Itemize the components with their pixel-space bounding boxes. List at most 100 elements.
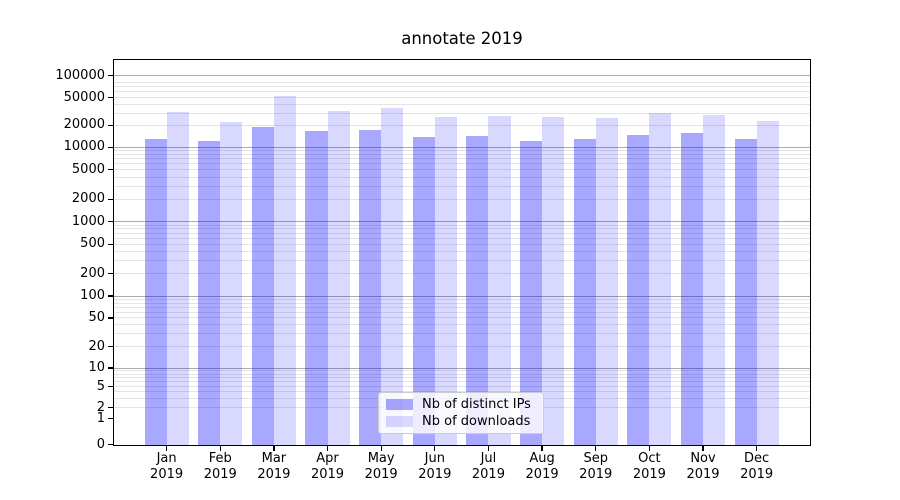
- x-tick-label: Jun 2019: [407, 451, 463, 482]
- x-tick: [702, 446, 704, 451]
- legend-label: Nb of distinct IPs: [422, 396, 531, 412]
- bar-distinct-ips: [144, 139, 167, 445]
- y-tick-label: 2: [96, 399, 105, 415]
- y-tick-label: 10000: [63, 139, 105, 155]
- y-tick: [108, 444, 113, 446]
- gridline-minor: [114, 103, 811, 105]
- gridline-minor: [114, 91, 811, 93]
- gridline-minor: [114, 306, 811, 308]
- bar-distinct-ips: [627, 134, 650, 445]
- y-tick-label: 1: [96, 410, 105, 426]
- x-tick-label-year: 2019: [740, 466, 774, 482]
- bar-distinct-ips: [734, 139, 757, 445]
- gridline-minor: [114, 169, 811, 171]
- y-tick: [108, 243, 113, 245]
- bar-downloads: [488, 116, 511, 445]
- legend-item: Nb of distinct IPs: [386, 397, 536, 412]
- y-tick: [108, 418, 113, 420]
- y-tick: [108, 124, 113, 126]
- x-tick: [380, 446, 382, 451]
- bar-distinct-ips: [573, 139, 596, 445]
- gridline-minor: [114, 232, 811, 234]
- y-tick: [108, 97, 113, 99]
- gridline-minor: [114, 324, 811, 326]
- gridline-minor: [114, 97, 811, 99]
- bar-downloads: [703, 114, 726, 445]
- gridline-minor: [114, 82, 811, 84]
- gridline-minor: [114, 317, 811, 319]
- x-tick-label-month: Feb: [208, 451, 232, 466]
- gridline-minor: [114, 163, 811, 165]
- y-tick: [108, 273, 113, 275]
- x-tick-label-year: 2019: [257, 466, 291, 482]
- y-tick: [108, 386, 113, 388]
- bar-downloads: [273, 95, 296, 445]
- x-tick-label: Jan 2019: [139, 451, 195, 482]
- legend-item: Nb of downloads: [386, 414, 536, 429]
- bar-downloads: [327, 110, 350, 445]
- legend-swatch-distinct-ips-icon: [386, 398, 413, 410]
- legend: Nb of distinct IPs Nb of downloads: [378, 391, 544, 434]
- y-tick: [108, 367, 113, 369]
- bar-downloads: [542, 116, 565, 445]
- x-tick-label-month: Mar: [261, 451, 287, 466]
- y-tick: [108, 146, 113, 148]
- y-tick-label: 100: [80, 288, 105, 303]
- bar-distinct-ips: [251, 126, 274, 445]
- y-tick: [108, 407, 113, 409]
- x-tick: [434, 446, 436, 451]
- y-tick-label: 5000: [71, 161, 105, 177]
- x-tick-label-month: Jan: [156, 451, 177, 466]
- x-tick: [541, 446, 543, 451]
- x-tick-label-year: 2019: [364, 466, 398, 482]
- gridline-minor: [114, 377, 811, 379]
- gridline-minor: [114, 333, 811, 335]
- x-tick-label: Nov 2019: [675, 451, 731, 482]
- y-tick-label: 20000: [63, 117, 105, 133]
- x-tick-label: Apr 2019: [300, 451, 356, 482]
- y-tick-label: 50000: [63, 89, 105, 105]
- bar-distinct-ips: [359, 130, 382, 445]
- y-tick: [108, 198, 113, 201]
- y-tick-label: 500: [80, 236, 105, 252]
- gridline-minor: [114, 150, 811, 152]
- y-tick: [108, 317, 113, 319]
- y-tick: [108, 169, 113, 171]
- gridline-minor: [114, 176, 811, 178]
- bar-downloads: [595, 118, 618, 445]
- gridline-minor: [114, 381, 811, 383]
- x-tick-label: Oct 2019: [621, 451, 677, 482]
- x-tick-label: Jul 2019: [460, 451, 516, 482]
- y-tick-label: 1000: [71, 213, 105, 229]
- bar-downloads: [166, 112, 189, 445]
- gridline-minor: [114, 154, 811, 156]
- gridline-minor: [114, 373, 811, 375]
- y-tick-label: 0: [96, 436, 105, 452]
- y-tick: [108, 221, 113, 223]
- gridline-minor: [114, 124, 811, 126]
- y-tick: [108, 74, 113, 77]
- bar-downloads: [756, 121, 779, 445]
- x-tick-label: Sep 2019: [568, 451, 624, 482]
- x-tick: [219, 446, 221, 451]
- x-tick-label-month: Jun: [424, 451, 445, 466]
- x-tick-label-month: Apr: [316, 451, 339, 466]
- x-tick-label-year: 2019: [310, 466, 345, 482]
- gridline-minor: [114, 386, 811, 388]
- gridline-minor: [114, 260, 811, 262]
- x-tick: [487, 446, 490, 451]
- x-tick: [756, 446, 758, 451]
- y-tick: [108, 345, 113, 348]
- gridline-minor: [114, 298, 811, 300]
- x-tick-label-year: 2019: [579, 466, 613, 482]
- gridline-major: [114, 75, 811, 76]
- x-tick-label: Mar 2019: [246, 451, 302, 482]
- legend-swatch-downloads-icon: [386, 415, 413, 427]
- x-tick-label-month: Oct: [638, 451, 661, 466]
- bar-downloads: [434, 117, 457, 445]
- gridline-minor: [114, 346, 811, 347]
- bar-distinct-ips: [519, 140, 543, 445]
- x-tick-label-year: 2019: [418, 466, 452, 482]
- gridline-minor: [114, 370, 811, 372]
